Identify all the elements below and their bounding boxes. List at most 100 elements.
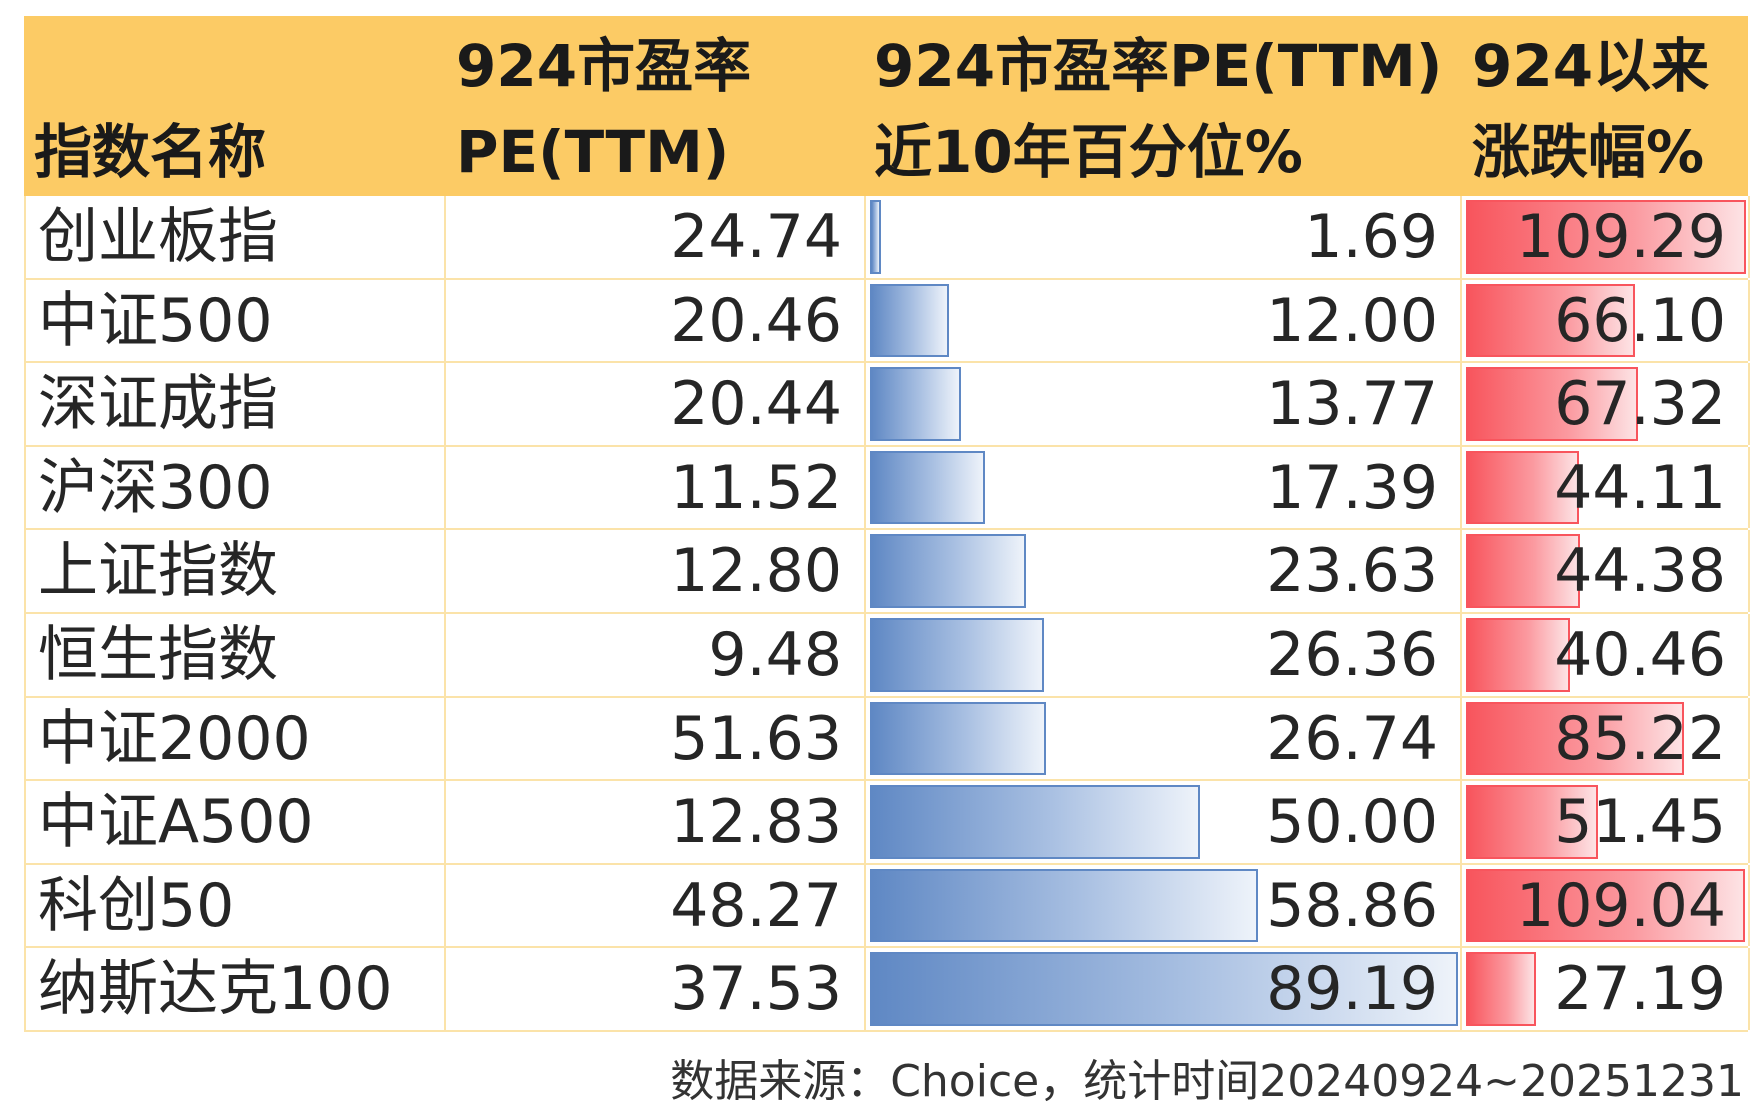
pe-value: 51.63: [670, 703, 842, 774]
change-bar: [1466, 450, 1579, 525]
cell-pe: 12.83: [446, 781, 866, 863]
change-bar: [1466, 367, 1638, 441]
table-row: 中证500 20.46 12.00 66.10: [26, 279, 1750, 364]
pe-value: 24.74: [670, 202, 842, 272]
pe-value: 12.80: [670, 536, 842, 607]
change-bar: [1466, 785, 1598, 859]
cell-pe: 12.80: [446, 530, 866, 612]
change-bar: [1466, 534, 1580, 608]
index-name-label: 中证A500: [38, 787, 314, 858]
data-source-note: 数据来源：Choice，统计时间20240924~20251231: [670, 1056, 1744, 1107]
table-row: 沪深300 11.52 17.39 44.11: [26, 446, 1750, 531]
percentile-bar: [870, 617, 1044, 692]
index-name-label: 创业板指: [38, 202, 278, 272]
pe-value: 48.27: [670, 870, 842, 941]
index-name-label: 中证500: [38, 285, 273, 356]
cell-percentile: 12.00: [866, 279, 1462, 362]
cell-index-name: 深证成指: [26, 363, 446, 445]
header-index-name-line1: 指数名称: [34, 118, 267, 186]
table-header: 指数名称 924市盈率 PE(TTM) 924市盈率PE(TTM) 近10年百分…: [24, 16, 1748, 196]
cell-pe: 48.27: [446, 864, 866, 947]
pe-value: 12.83: [670, 787, 842, 858]
cell-index-name: 上证指数: [26, 530, 446, 612]
cell-pe: 37.53: [446, 948, 866, 1030]
change-bar: [1466, 200, 1746, 274]
pe-value: 11.52: [670, 452, 842, 523]
cell-pe: 9.48: [446, 613, 866, 696]
percentile-bar: [870, 785, 1200, 859]
cell-index-name: 恒生指数: [26, 613, 446, 696]
change-value: 44.38: [1554, 536, 1726, 607]
percentile-value: 23.63: [1266, 536, 1438, 607]
cell-index-name: 中证A500: [26, 781, 446, 863]
change-value: 85.22: [1554, 703, 1726, 774]
change-bar: [1466, 283, 1635, 358]
change-value: 40.46: [1554, 619, 1726, 690]
index-name-label: 上证指数: [38, 536, 278, 607]
pe-value: 20.46: [670, 285, 842, 356]
cell-pe: 24.74: [446, 196, 866, 278]
cell-change: 27.19: [1462, 948, 1750, 1030]
percentile-bar: [870, 450, 985, 525]
cell-index-name: 沪深300: [26, 446, 446, 529]
cell-pe: 11.52: [446, 446, 866, 529]
percentile-value: 13.77: [1266, 369, 1438, 440]
header-change-line1: 924以来: [1472, 32, 1710, 100]
pe-value: 37.53: [670, 954, 842, 1025]
cell-percentile: 50.00: [866, 781, 1462, 863]
change-bar: [1466, 952, 1536, 1026]
cell-pe: 20.44: [446, 363, 866, 445]
percentile-bar: [870, 868, 1258, 943]
percentile-bar: [870, 367, 961, 441]
cell-index-name: 中证500: [26, 279, 446, 362]
change-bar: [1466, 868, 1745, 943]
table-row: 深证成指 20.44 13.77 67.32: [26, 363, 1750, 447]
index-name-label: 恒生指数: [38, 619, 278, 690]
percentile-value: 50.00: [1266, 787, 1438, 858]
percentile-bar: [870, 534, 1026, 608]
table-row: 恒生指数 9.48 26.36 40.46: [26, 613, 1750, 698]
change-value: 27.19: [1554, 954, 1726, 1025]
percentile-value: 26.74: [1266, 703, 1438, 774]
cell-percentile: 1.69: [866, 196, 1462, 278]
table-row: 科创50 48.27 58.86 109.04: [26, 864, 1750, 949]
header-percentile-line1: 924市盈率PE(TTM): [874, 32, 1443, 100]
cell-pe: 20.46: [446, 279, 866, 362]
index-name-label: 科创50: [38, 870, 235, 941]
valuation-table: 指数名称 924市盈率 PE(TTM) 924市盈率PE(TTM) 近10年百分…: [24, 16, 1750, 1032]
cell-percentile: 26.74: [866, 697, 1462, 780]
index-name-label: 沪深300: [38, 452, 273, 523]
cell-change: 66.10: [1462, 279, 1750, 362]
percentile-bar: [870, 283, 949, 358]
cell-change: 109.04: [1462, 864, 1750, 947]
table-row: 上证指数 12.80 23.63 44.38: [26, 530, 1750, 614]
percentile-value: 58.86: [1266, 870, 1438, 941]
percentile-value: 12.00: [1266, 285, 1438, 356]
cell-change: 85.22: [1462, 697, 1750, 780]
cell-index-name: 创业板指: [26, 196, 446, 278]
cell-index-name: 纳斯达克100: [26, 948, 446, 1030]
percentile-bar: [870, 200, 881, 274]
cell-pe: 51.63: [446, 697, 866, 780]
index-name-label: 中证2000: [38, 703, 311, 774]
table-row: 中证2000 51.63 26.74 85.22: [26, 697, 1750, 782]
percentile-value: 1.69: [1304, 202, 1438, 272]
header-pe-line2: PE(TTM): [456, 118, 730, 186]
header-pe-line1: 924市盈率: [456, 32, 752, 100]
change-value: 66.10: [1554, 285, 1726, 356]
table-row: 创业板指 24.74 1.69 109.29: [26, 196, 1750, 280]
cell-percentile: 17.39: [866, 446, 1462, 529]
table-body: 创业板指 24.74 1.69 109.29 中证500 20.46 12.00 66.10 深…: [24, 196, 1750, 1032]
table-row: 纳斯达克100 37.53 89.19 27.19: [26, 948, 1750, 1032]
index-name-label: 纳斯达克100: [38, 954, 393, 1025]
cell-change: 109.29: [1462, 196, 1750, 278]
cell-percentile: 89.19: [866, 948, 1462, 1030]
cell-index-name: 中证2000: [26, 697, 446, 780]
cell-percentile: 13.77: [866, 363, 1462, 445]
percentile-value: 89.19: [1266, 954, 1438, 1025]
cell-change: 44.11: [1462, 446, 1750, 529]
cell-change: 44.38: [1462, 530, 1750, 612]
cell-change: 67.32: [1462, 363, 1750, 445]
percentile-bar: [870, 952, 1458, 1026]
index-name-label: 深证成指: [38, 369, 278, 440]
